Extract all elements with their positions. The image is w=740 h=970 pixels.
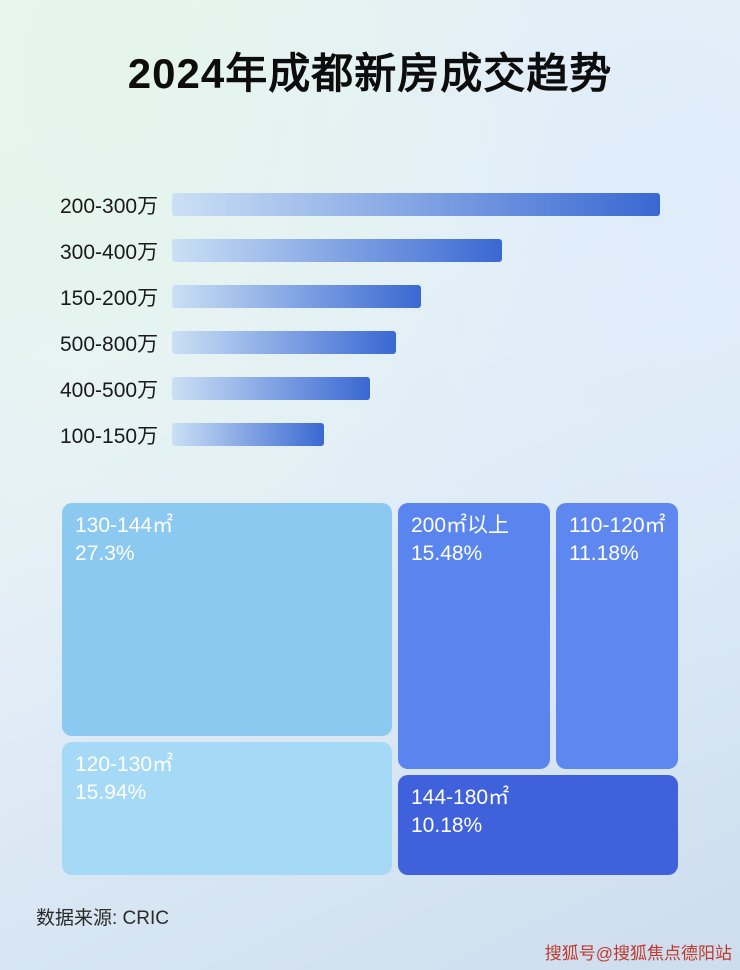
treemap-cell-value: 10.18%: [411, 814, 483, 838]
bar-track: [172, 331, 680, 354]
treemap-cell: 130-144㎡ 27.3%: [62, 503, 392, 736]
bar-label: 300-400万: [60, 240, 159, 264]
bar-row: 400-500万: [60, 377, 680, 402]
watermark: 搜狐号@搜狐焦点德阳站: [544, 944, 732, 963]
bar-track: [172, 285, 680, 308]
bar-track: [172, 193, 680, 216]
bar-label: 100-150万: [60, 424, 159, 448]
treemap-cell-value: 15.94%: [75, 781, 147, 805]
bar-fill: [172, 285, 421, 308]
bar-label: 400-500万: [60, 378, 159, 402]
treemap-cell: 200㎡以上 15.48%: [398, 503, 550, 769]
bar-row: 500-800万: [60, 331, 680, 356]
treemap-cell-value: 27.3%: [75, 542, 135, 566]
treemap-cell: 144-180㎡ 10.18%: [398, 775, 678, 875]
bar-track: [172, 423, 680, 446]
treemap-cell-label: 120-130㎡: [75, 753, 174, 776]
bar-row: 200-300万: [60, 193, 680, 218]
bar-row: 100-150万: [60, 423, 680, 448]
bar-chart: 200-300万 300-400万 150-200万 500-800万 400-500万…: [0, 193, 740, 448]
bar-label: 500-800万: [60, 332, 159, 356]
treemap-cell-label: 110-120㎡: [569, 514, 666, 537]
bar-fill: [172, 331, 396, 354]
data-source-note: 数据来源: CRIC: [36, 908, 170, 929]
treemap-cell-label: 144-180㎡: [411, 786, 510, 809]
treemap-cell: 120-130㎡ 15.94%: [62, 742, 392, 875]
bar-fill: [172, 423, 325, 446]
bar-label: 200-300万: [60, 194, 159, 218]
bar-track: [172, 239, 680, 262]
treemap-cell-label: 200㎡以上: [411, 514, 510, 537]
bar-fill: [172, 239, 503, 262]
bar-fill: [172, 193, 660, 216]
treemap-cell: 110-120㎡ 11.18%: [556, 503, 678, 769]
treemap-cell-value: 15.48%: [411, 542, 483, 566]
treemap-cell-label: 130-144㎡: [75, 514, 174, 537]
bar-row: 300-400万: [60, 239, 680, 264]
bar-fill: [172, 377, 371, 400]
bar-track: [172, 377, 680, 400]
treemap-cell-value: 11.18%: [569, 542, 639, 566]
bar-label: 150-200万: [60, 286, 159, 310]
bar-row: 150-200万: [60, 285, 680, 310]
page-title: 2024年成都新房成交趋势: [127, 50, 613, 97]
treemap-chart: 130-144㎡ 27.3% 200㎡以上 15.48% 110-120㎡ 11.18% 1…: [62, 503, 678, 875]
